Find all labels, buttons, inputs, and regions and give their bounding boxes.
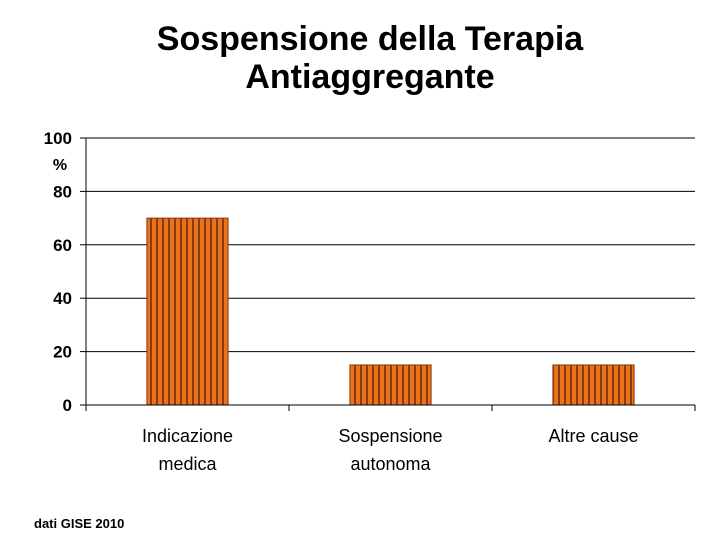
x-category-label: Sospensione xyxy=(338,426,442,446)
y-tick-label: 0 xyxy=(63,396,72,415)
source-note: dati GISE 2010 xyxy=(34,516,125,531)
x-category-label: medica xyxy=(158,454,217,474)
chart-title: Sospensione della Terapia Antiaggregante xyxy=(60,20,680,96)
y-tick-label: 20 xyxy=(53,343,72,362)
chart-title-line-2: Antiaggregante xyxy=(245,58,495,96)
y-tick-label: 100 xyxy=(44,129,72,148)
bar-2 xyxy=(552,364,635,406)
y-axis-label: % xyxy=(53,157,67,174)
x-category-label: Indicazione xyxy=(142,426,233,446)
bar-0 xyxy=(146,217,229,406)
y-tick-label: 60 xyxy=(53,236,72,255)
bar-1 xyxy=(349,364,432,406)
chart-title-line-1: Sospensione della Terapia xyxy=(156,20,584,58)
x-category-label: Altre cause xyxy=(548,426,638,446)
y-tick-label: 80 xyxy=(53,182,72,201)
y-tick-label: 40 xyxy=(53,289,72,308)
x-category-label: autonoma xyxy=(350,454,431,474)
